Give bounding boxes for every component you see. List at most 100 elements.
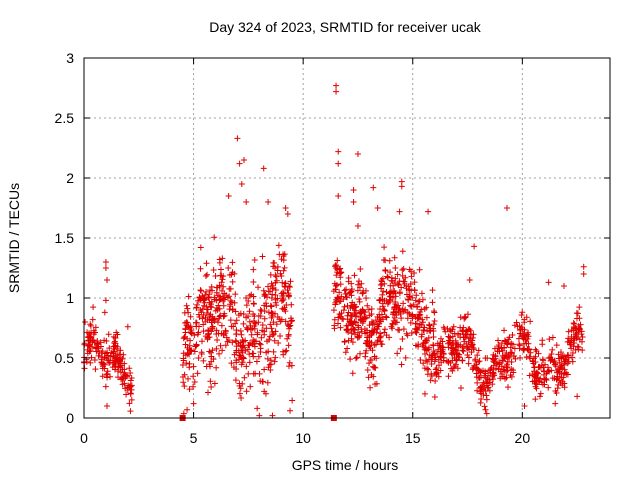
- data-point: [94, 337, 101, 344]
- data-point: [277, 332, 284, 339]
- data-point: [194, 301, 201, 308]
- data-point: [220, 297, 227, 304]
- data-point: [180, 379, 187, 386]
- data-point: [335, 193, 342, 199]
- data-point: [455, 351, 462, 358]
- data-point: [576, 326, 583, 333]
- data-point: [113, 329, 120, 336]
- data-point: [437, 367, 444, 374]
- data-point: [280, 257, 287, 264]
- data-point: [477, 384, 484, 391]
- chart-title: Day 324 of 2023, SRMTID for receiver uca…: [209, 19, 482, 35]
- data-point: [188, 329, 195, 336]
- data-point: [209, 347, 216, 354]
- data-point: [274, 263, 281, 270]
- data-point: [331, 325, 338, 332]
- data-point: [207, 363, 214, 370]
- data-point: [208, 384, 215, 391]
- data-point: [204, 306, 211, 313]
- data-point: [354, 223, 361, 229]
- data-point: [510, 369, 517, 376]
- data-point: [271, 358, 278, 365]
- data-point: [420, 343, 427, 350]
- data-point: [490, 356, 497, 363]
- data-point: [415, 343, 422, 350]
- data-point: [223, 334, 230, 341]
- data-point: [503, 205, 510, 211]
- data-point: [415, 315, 422, 322]
- data-point: [246, 292, 253, 299]
- data-point: [469, 342, 476, 349]
- data-point: [509, 331, 516, 338]
- data-point: [445, 358, 452, 365]
- data-point: [358, 280, 365, 287]
- data-point: [354, 333, 361, 340]
- data-point: [530, 355, 537, 362]
- data-point: [446, 337, 453, 344]
- data-point: [373, 380, 380, 387]
- data-point: [243, 388, 250, 395]
- data-point: [281, 306, 288, 313]
- data-point: [117, 347, 124, 354]
- data-point: [243, 295, 250, 302]
- data-point: [423, 314, 430, 321]
- data-point: [220, 273, 227, 280]
- data-point: [243, 324, 250, 331]
- data-point: [446, 327, 453, 334]
- data-point: [341, 338, 348, 345]
- data-point: [391, 304, 398, 311]
- data-point: [330, 307, 337, 314]
- data-point: [187, 347, 194, 354]
- data-point: [363, 295, 370, 302]
- data-point: [383, 314, 390, 321]
- data-point: [225, 265, 232, 272]
- data-point: [381, 329, 388, 336]
- data-point: [278, 272, 285, 279]
- data-point: [240, 320, 247, 327]
- data-point: [233, 365, 240, 372]
- data-point: [210, 267, 217, 274]
- data-point: [445, 333, 452, 340]
- data-point: [100, 363, 107, 370]
- data-point: [243, 363, 250, 370]
- data-point: [527, 318, 534, 325]
- data-point: [454, 341, 461, 348]
- data-point: [239, 349, 246, 356]
- data-point: [480, 379, 487, 386]
- data-point: [257, 306, 264, 313]
- data-point: [450, 323, 457, 330]
- data-point: [272, 354, 279, 361]
- data-point: [203, 288, 210, 295]
- data-point: [504, 358, 511, 365]
- data-point: [379, 275, 386, 282]
- data-point: [356, 296, 363, 303]
- data-point: [267, 271, 274, 278]
- data-point: [542, 361, 549, 368]
- data-point: [114, 368, 121, 375]
- data-point: [549, 334, 556, 341]
- data-point: [287, 278, 294, 285]
- data-point: [462, 314, 469, 321]
- data-point: [102, 259, 109, 265]
- data-point: [392, 275, 399, 282]
- data-point: [214, 336, 221, 343]
- data-point: [539, 337, 546, 344]
- data-point: [556, 359, 563, 366]
- data-point: [115, 374, 122, 381]
- data-point: [411, 269, 418, 276]
- data-point: [250, 279, 257, 286]
- data-point: [343, 293, 350, 300]
- data-point: [368, 357, 375, 364]
- y-tick-label: 1.5: [55, 230, 75, 246]
- data-point: [548, 367, 555, 374]
- data-point: [266, 333, 273, 340]
- data-point: [257, 341, 264, 348]
- data-point: [459, 347, 466, 354]
- data-point: [280, 267, 287, 274]
- data-point: [211, 234, 218, 241]
- data-point: [194, 370, 201, 377]
- data-point: [423, 304, 430, 311]
- data-point: [181, 334, 188, 341]
- data-point: [217, 342, 224, 349]
- data-point: [181, 309, 188, 316]
